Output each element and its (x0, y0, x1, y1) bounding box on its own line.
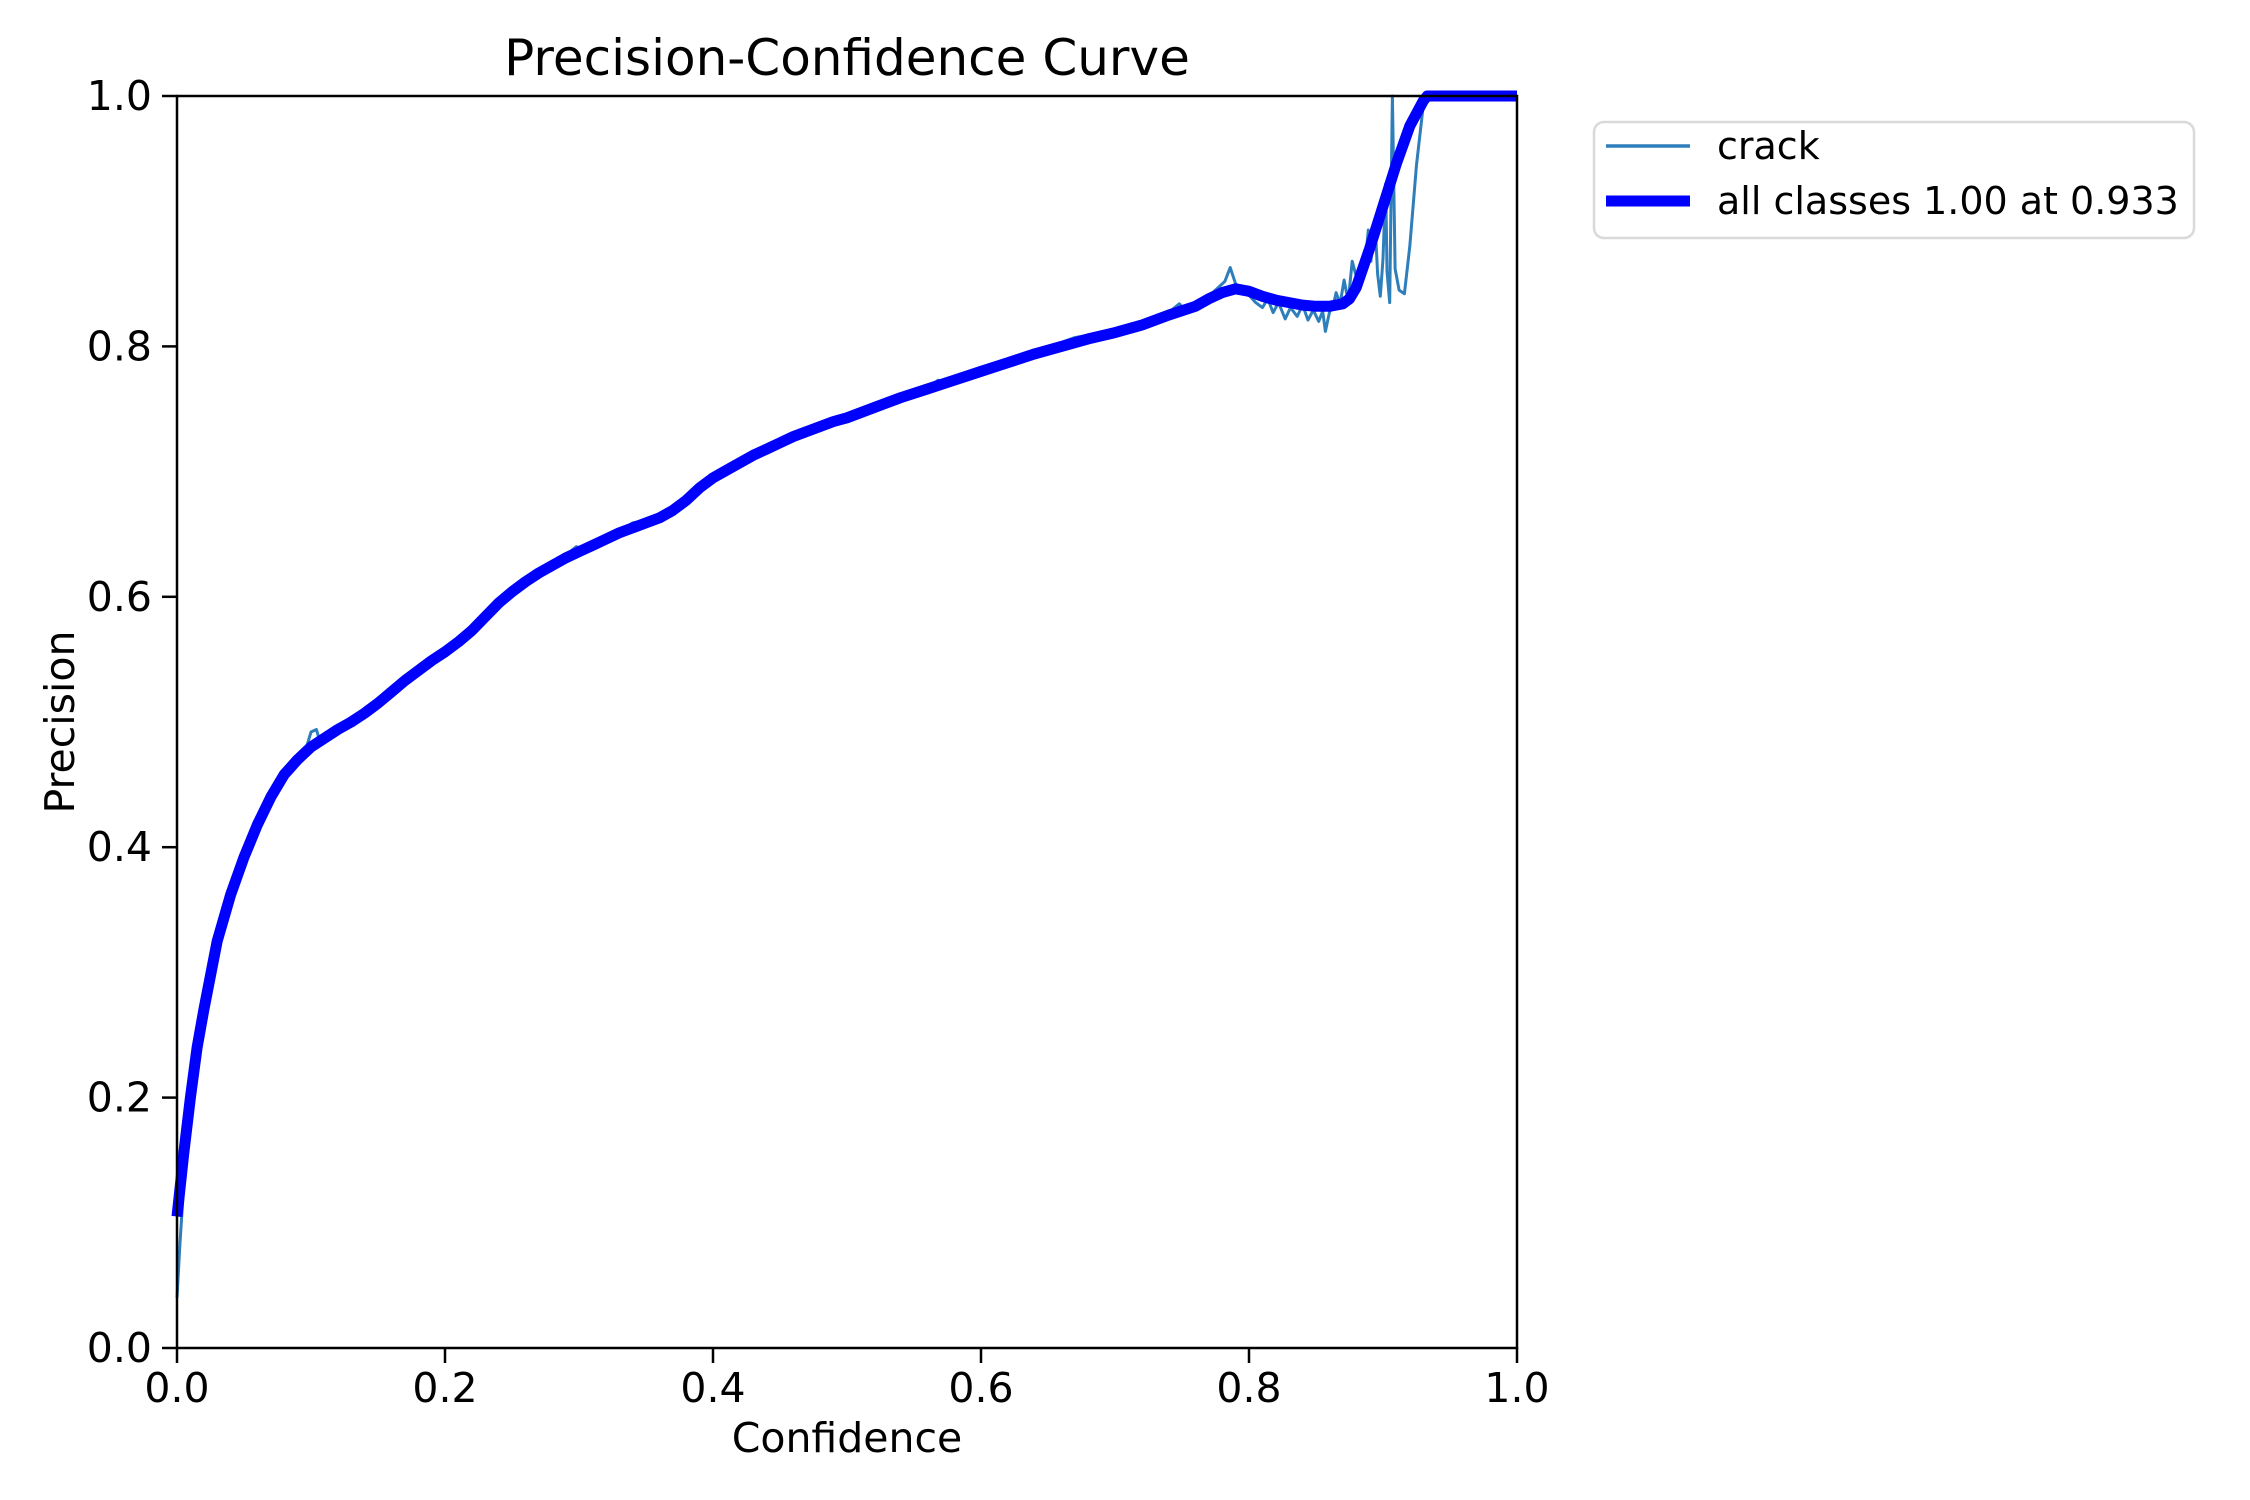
y-tick-label: 0.4 (87, 823, 152, 871)
x-tick-label: 0.6 (948, 1364, 1013, 1412)
y-tick-label: 1.0 (87, 72, 152, 120)
y-tick-label: 0.8 (87, 322, 152, 370)
y-axis-ticks: 0.0 0.2 0.4 0.6 0.8 1.0 (87, 72, 177, 1372)
x-axis-ticks: 0.0 0.2 0.4 0.6 0.8 1.0 (144, 1348, 1550, 1412)
curve-all-classes (171, 90, 1517, 1218)
legend-label-all-classes: all classes 1.00 at 0.933 (1717, 179, 2179, 223)
x-tick-label: 0.2 (412, 1364, 477, 1412)
y-axis-label: Precision (36, 631, 84, 814)
x-axis-label: Confidence (732, 1414, 963, 1462)
legend-box (1592, 120, 2196, 240)
x-tick-label: 1.0 (1484, 1364, 1549, 1412)
plot-border (175, 94, 1519, 1350)
x-tick-label: 0.8 (1216, 1364, 1281, 1412)
y-tick-label: 0.0 (87, 1324, 152, 1372)
x-tick-label: 0.4 (680, 1364, 745, 1412)
curves (171, 90, 1517, 1298)
legend-label-crack: crack (1717, 124, 1820, 168)
legend: crack all classes 1.00 at 0.933 (1592, 120, 2196, 240)
y-tick-label: 0.2 (87, 1074, 152, 1122)
x-tick-label: 0.0 (144, 1364, 209, 1412)
y-tick-label: 0.6 (87, 573, 152, 621)
chart-title: Precision-Confidence Curve (504, 29, 1190, 87)
